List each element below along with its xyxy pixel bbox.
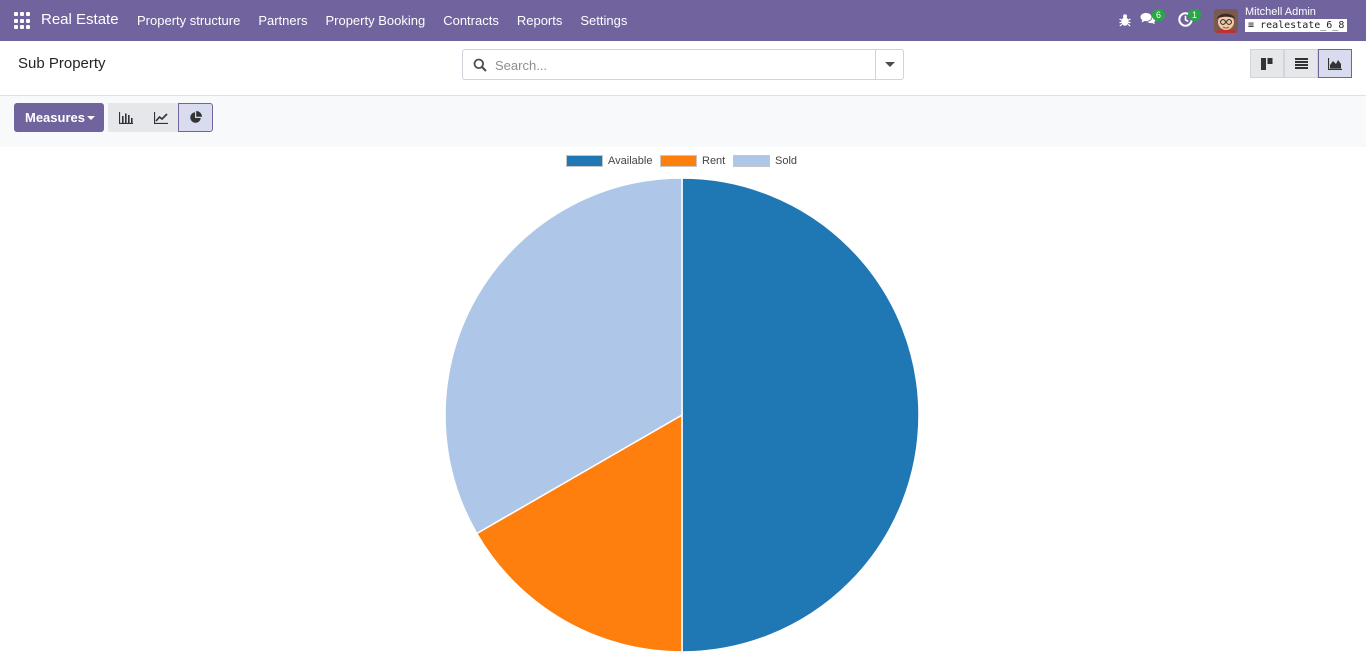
pie-slice-available[interactable] <box>681 177 920 653</box>
measures-dropdown-button[interactable]: Measures <box>14 103 104 132</box>
pie-slice-rent[interactable] <box>475 413 683 653</box>
top-navbar: Real Estate Property structure Partners … <box>0 0 1366 41</box>
page-title: Sub Property <box>18 55 106 72</box>
app-brand[interactable]: Real Estate <box>41 11 119 28</box>
chart-type-switcher <box>108 103 213 132</box>
list-icon <box>1294 58 1308 69</box>
legend-label: Available <box>608 155 653 167</box>
search-bar <box>462 49 904 80</box>
search-input[interactable] <box>495 55 875 75</box>
graph-view-button[interactable] <box>1318 49 1352 78</box>
apps-menu-icon[interactable] <box>14 12 32 30</box>
chart-area: Available Rent Sold <box>0 147 1366 654</box>
bar-chart-icon <box>118 111 133 124</box>
legend-swatch <box>660 155 697 167</box>
legend-label: Rent <box>702 155 726 167</box>
pie-chart-icon <box>190 111 202 123</box>
database-name: ≡ realestate_6_8 <box>1245 19 1348 32</box>
line-chart-icon <box>153 111 168 124</box>
view-switcher <box>1250 49 1352 78</box>
user-name[interactable]: Mitchell Admin <box>1245 6 1316 18</box>
legend-swatch <box>733 155 770 167</box>
chart-legend: Available Rent Sold <box>0 154 1366 168</box>
graph-toolbar: Measures <box>0 96 1366 147</box>
line-chart-button[interactable] <box>143 103 178 132</box>
menu-item-reports[interactable]: Reports <box>516 13 563 28</box>
bar-chart-button[interactable] <box>108 103 143 132</box>
main-menu: Property structure Partners Property Boo… <box>128 0 636 41</box>
menu-item-property-structure[interactable]: Property structure <box>137 13 241 28</box>
activities-count-badge: 1 <box>1188 9 1201 21</box>
legend-item-available[interactable]: Available <box>566 154 652 168</box>
legend-item-rent[interactable]: Rent <box>660 154 725 168</box>
pie-chart-button[interactable] <box>178 103 213 132</box>
legend-swatch <box>566 155 603 167</box>
pie-chart <box>444 177 920 653</box>
database-icon: ≡ <box>1248 20 1255 31</box>
menu-item-partners[interactable]: Partners <box>258 13 308 28</box>
pie-slice-sold[interactable] <box>444 177 683 535</box>
kanban-icon <box>1260 57 1272 70</box>
menu-item-settings[interactable]: Settings <box>580 13 628 28</box>
menu-item-contracts[interactable]: Contracts <box>443 13 499 28</box>
menu-item-property-booking[interactable]: Property Booking <box>325 13 426 28</box>
user-avatar[interactable] <box>1214 9 1238 33</box>
messages-count-badge: 6 <box>1152 9 1165 21</box>
area-chart-icon <box>1328 57 1342 70</box>
list-view-button[interactable] <box>1284 49 1318 78</box>
legend-item-sold[interactable]: Sold <box>733 154 797 168</box>
search-options-toggle[interactable] <box>875 50 903 79</box>
database-name-label: realestate_6_8 <box>1260 20 1345 31</box>
kanban-view-button[interactable] <box>1250 49 1284 78</box>
legend-label: Sold <box>775 155 798 167</box>
debug-bug-icon[interactable] <box>1119 13 1131 27</box>
control-panel: Sub Property <box>0 41 1366 96</box>
search-icon <box>473 58 487 72</box>
